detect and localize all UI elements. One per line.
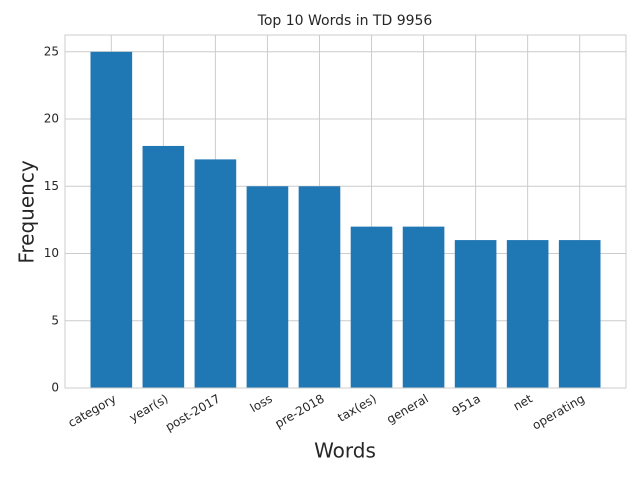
x-tick-label: operating (530, 392, 587, 433)
bar (402, 226, 445, 388)
x-tick-label: tax(es) (335, 392, 379, 425)
bar (194, 159, 237, 388)
x-tick-label: category (66, 392, 119, 431)
x-tick-label: pre-2018 (272, 392, 326, 431)
x-tick-label: year(s) (127, 392, 171, 425)
y-tick-label: 0 (51, 381, 59, 395)
x-tick-label: net (511, 391, 535, 413)
x-tick-label: 951a (450, 392, 483, 419)
x-axis-label: Words (314, 439, 376, 463)
y-axis-label: Frequency (15, 160, 39, 263)
y-tick-label: 25 (44, 44, 59, 58)
bar (506, 240, 549, 388)
y-tick-label: 15 (44, 179, 59, 193)
plot-frame (64, 34, 627, 389)
y-tick-label: 10 (44, 246, 59, 260)
y-tick-label: 5 (51, 313, 59, 327)
y-tick-label: 20 (44, 112, 59, 126)
bar (246, 186, 289, 388)
x-tick-label: post-2017 (163, 392, 223, 435)
x-tick-label: loss (248, 392, 275, 416)
bar (558, 240, 601, 388)
bar (90, 51, 133, 389)
bar (298, 186, 341, 388)
bar (142, 145, 185, 388)
bars (90, 51, 601, 389)
bar (454, 240, 497, 388)
bar (350, 226, 393, 388)
x-tick-label: general (384, 392, 430, 427)
chart-title: Top 10 Words in TD 9956 (257, 13, 433, 29)
